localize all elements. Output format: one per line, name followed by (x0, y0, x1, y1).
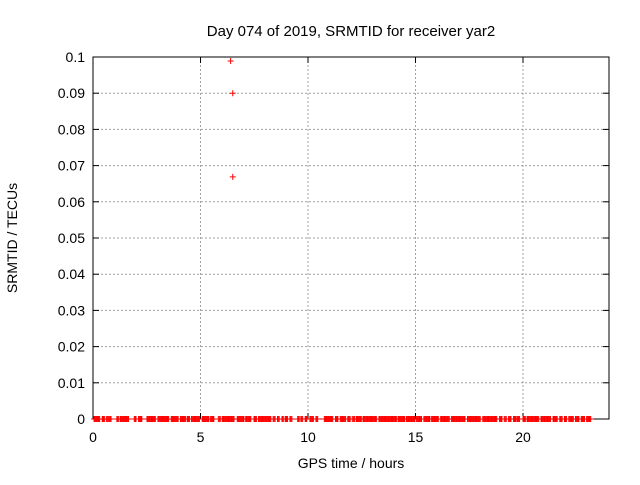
y-tick-label: 0.02 (58, 339, 85, 355)
y-tick-label: 0.05 (58, 230, 85, 246)
y-tick-label: 0 (77, 411, 85, 427)
y-tick-label: 0.04 (58, 266, 85, 282)
y-tick-label: 0.03 (58, 302, 85, 318)
y-tick-label: 0.07 (58, 158, 85, 174)
y-tick-label: 0.01 (58, 375, 85, 391)
y-tick-labels: 0 0.01 0.02 0.03 0.04 0.05 0.06 0.07 0.08 0.09 0.1 (58, 49, 85, 427)
x-tick-label: 0 (89, 429, 97, 445)
chart-title: Day 074 of 2019, SRMTID for receiver yar… (207, 23, 495, 40)
x-axis-label: GPS time / hours (298, 455, 405, 471)
x-tick-label: 15 (408, 429, 424, 445)
y-tick-label: 0.09 (58, 85, 85, 101)
y-tick-label: 0.08 (58, 121, 85, 137)
gridlines (93, 57, 609, 419)
x-tick-label: 5 (197, 429, 205, 445)
data-points (91, 57, 594, 422)
x-tick-label: 10 (300, 429, 316, 445)
y-axis-label: SRMTID / TECUs (4, 183, 20, 293)
x-tick-label: 20 (515, 429, 531, 445)
y-tick-label: 0.1 (66, 49, 86, 65)
y-tick-label: 0.06 (58, 194, 85, 210)
x-tick-labels: 0 5 10 15 20 (89, 429, 531, 445)
